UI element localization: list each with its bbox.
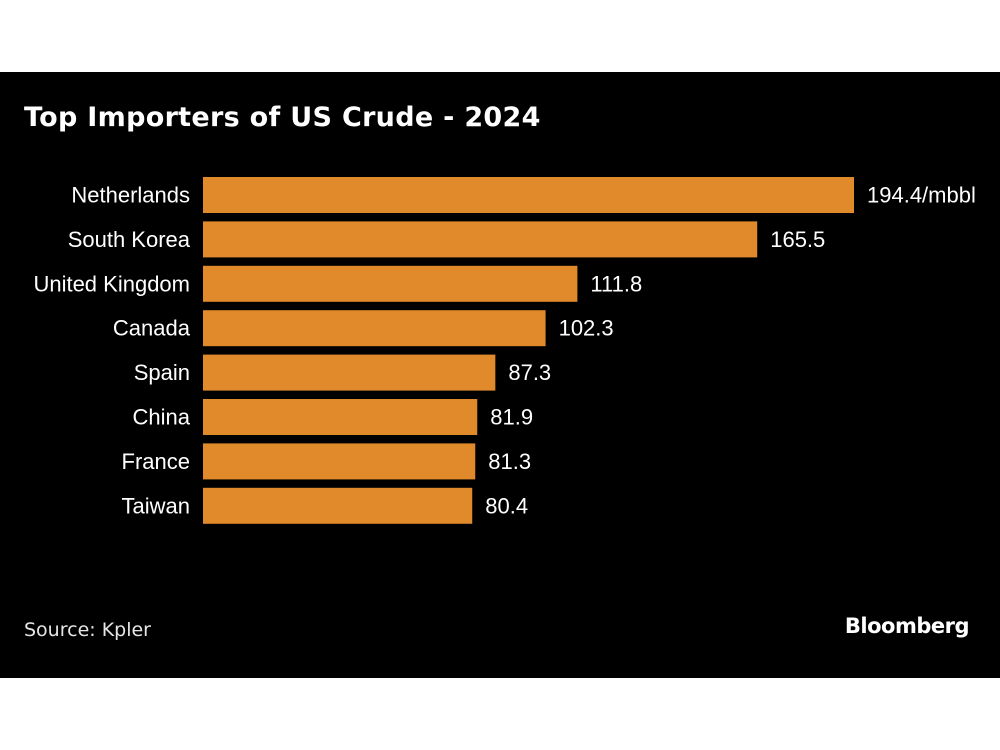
value-label: 81.3 <box>488 449 531 474</box>
category-label: Taiwan <box>122 493 190 518</box>
category-label: France <box>122 449 190 474</box>
bar <box>203 354 496 391</box>
value-label: 165.5 <box>770 227 825 252</box>
value-label: 81.9 <box>490 405 533 430</box>
chart-panel: Top Importers of US Crude - 2024 Netherl… <box>0 72 1000 678</box>
value-label: 111.8 <box>590 271 642 296</box>
bar <box>203 265 578 302</box>
bar-chart: Netherlands 194.4/mbbl South Korea 165.5 Uni… <box>33 177 976 524</box>
value-label: 87.3 <box>508 360 551 385</box>
bar <box>203 443 476 480</box>
value-label: 102.3 <box>559 316 614 341</box>
category-label: United Kingdom <box>33 271 190 296</box>
bloomberg-logo: Bloomberg <box>844 614 970 638</box>
source-note: Source: Kpler <box>24 619 151 641</box>
bar <box>203 310 546 347</box>
category-label: China <box>133 405 191 430</box>
bar <box>203 221 758 258</box>
bar <box>203 487 473 524</box>
bar <box>203 177 854 213</box>
category-label: Netherlands <box>71 183 190 208</box>
chart-title: Top Importers of US Crude - 2024 <box>24 102 541 133</box>
bar <box>203 399 478 435</box>
category-label: Canada <box>113 316 191 341</box>
category-label: Spain <box>134 360 190 385</box>
value-label: 80.4 <box>485 493 528 518</box>
category-label: South Korea <box>68 227 191 252</box>
value-label: 194.4/mbbl <box>867 183 976 208</box>
